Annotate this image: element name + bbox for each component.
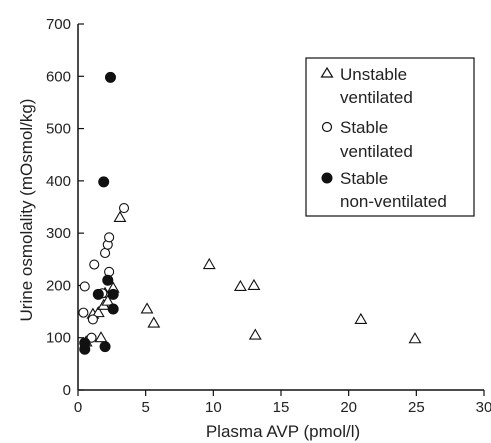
point-stable-non-ventilated xyxy=(79,337,91,349)
legend-label-nonvent-line2: non-ventilated xyxy=(340,192,447,211)
x-tick-label: 5 xyxy=(141,399,149,416)
point-unstable-ventilated xyxy=(408,332,422,344)
legend: Unstable ventilated Stable ventilated St… xyxy=(305,57,475,217)
legend-label-unstable-line1: Unstable xyxy=(340,65,407,84)
y-tick-label: 400 xyxy=(46,173,71,190)
point-stable-ventilated xyxy=(89,259,100,270)
legend-marker-open-triangle xyxy=(320,66,334,78)
point-stable-non-ventilated xyxy=(98,176,110,188)
y-tick-label: 500 xyxy=(46,121,71,138)
legend-marker-open-circle xyxy=(321,121,333,133)
point-unstable-ventilated xyxy=(147,316,161,328)
legend-label-stable-line1: Stable xyxy=(340,118,388,137)
point-stable-non-ventilated xyxy=(104,71,116,83)
x-tick-label: 25 xyxy=(408,399,425,416)
point-stable-ventilated xyxy=(78,307,89,318)
point-stable-ventilated xyxy=(100,247,111,259)
x-axis-title: Plasma AVP (pmol/l) xyxy=(206,422,360,441)
point-unstable-ventilated xyxy=(101,294,115,306)
legend-label-nonvent-line1: Stable xyxy=(340,169,388,188)
x-tick-label: 30 xyxy=(476,399,491,416)
point-unstable-ventilated xyxy=(94,331,108,343)
legend-label-stable-line2: ventilated xyxy=(340,142,413,161)
y-tick-label: 100 xyxy=(46,330,71,347)
legend-label-unstable-line2: ventilated xyxy=(340,88,413,107)
point-stable-non-ventilated xyxy=(99,341,111,353)
y-tick-label: 0 xyxy=(63,382,71,399)
y-tick-label: 700 xyxy=(46,16,71,33)
point-stable-non-ventilated xyxy=(107,288,119,300)
y-tick-label: 600 xyxy=(46,68,71,85)
point-unstable-ventilated xyxy=(140,302,154,314)
point-stable-non-ventilated xyxy=(107,303,119,315)
point-unstable-ventilated xyxy=(91,306,105,318)
point-unstable-ventilated xyxy=(113,210,127,223)
point-unstable-ventilated xyxy=(233,279,247,292)
point-unstable-ventilated xyxy=(248,328,262,340)
point-stable-non-ventilated xyxy=(92,288,104,300)
point-stable-ventilated xyxy=(79,281,90,292)
point-stable-ventilated xyxy=(87,314,98,325)
legend-box xyxy=(305,57,475,217)
y-axis-title: Urine osmolality (mOsmol/kg) xyxy=(17,99,36,322)
point-stable-ventilated xyxy=(104,232,115,243)
x-tick-label: 10 xyxy=(205,399,222,416)
data-points xyxy=(78,71,422,355)
point-unstable-ventilated xyxy=(247,278,261,290)
y-tick-label: 200 xyxy=(46,277,71,294)
point-unstable-ventilated xyxy=(202,257,216,270)
point-stable-non-ventilated xyxy=(102,274,114,286)
point-unstable-ventilated xyxy=(354,312,368,324)
y-tick-label: 300 xyxy=(46,225,71,242)
x-tick-label: 20 xyxy=(340,399,357,416)
point-stable-ventilated xyxy=(118,202,130,214)
x-tick-label: 0 xyxy=(74,399,82,416)
legend-marker-filled-circle xyxy=(321,172,333,184)
x-tick-label: 15 xyxy=(273,399,290,416)
